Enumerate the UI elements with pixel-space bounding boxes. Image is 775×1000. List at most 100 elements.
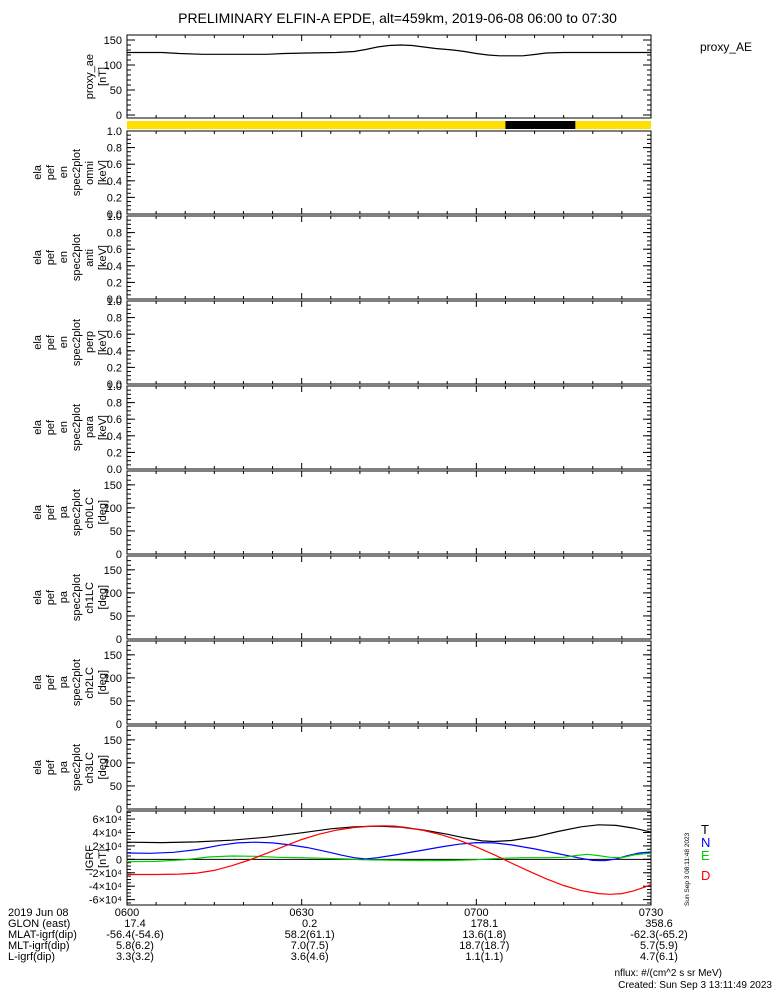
ephemeris-cell: 13.6(1.8) bbox=[462, 929, 507, 941]
y-tick-label: 0.8 bbox=[107, 313, 122, 325]
panel-label-line: pef bbox=[45, 589, 57, 606]
ephemeris-cell: 0630 bbox=[289, 907, 314, 919]
panel-label-line: pa bbox=[58, 761, 70, 774]
y-tick-label: 1.0 bbox=[107, 211, 122, 223]
panel-label-line: ela bbox=[32, 760, 44, 775]
panel-label-line: pef bbox=[45, 759, 57, 776]
proxy-ae-series-label: proxy_AE bbox=[700, 40, 753, 54]
y-tick-label: 6×10⁴ bbox=[92, 814, 122, 826]
panel-label-line: para bbox=[84, 416, 96, 439]
panel-frame bbox=[126, 34, 652, 119]
ephemeris-cell: -56.4(-54.6) bbox=[106, 929, 164, 941]
y-tick-label: -6×10⁴ bbox=[89, 895, 122, 907]
ephemeris-cell: 358.6 bbox=[645, 918, 673, 930]
panel-label-line: [nT] bbox=[97, 67, 109, 86]
y-tick-label: 0.6 bbox=[107, 414, 122, 426]
panel-label-line: [nT] bbox=[97, 848, 109, 868]
y-tick-label: 150 bbox=[104, 35, 122, 47]
panel-label-line: en bbox=[58, 336, 70, 349]
panel-para: 0.0 0.2 0.4 0.6 0.8 1.0 bbox=[107, 381, 652, 476]
y-tick-label: 0 bbox=[116, 634, 122, 646]
y-tick-label: 0.8 bbox=[107, 398, 122, 410]
panel-label-line: en bbox=[58, 421, 70, 434]
panel-label-line: pef bbox=[45, 674, 57, 691]
y-tick-label: 2×10⁴ bbox=[92, 841, 122, 853]
panel-omni: 0.0 0.2 0.4 0.6 0.8 1.0 bbox=[107, 126, 652, 221]
y-tick-label: 150 bbox=[104, 480, 122, 492]
panel-label-line: [deg] bbox=[97, 670, 109, 695]
y-tick-label: 0.2 bbox=[107, 277, 122, 289]
ephemeris-cell: 3.6(4.6) bbox=[290, 951, 329, 963]
y-tick-label: 0.0 bbox=[107, 209, 122, 221]
panel-label-line: ch2LC bbox=[84, 666, 96, 699]
panel-label-line: [keV] bbox=[97, 414, 109, 441]
ephemeris-row-label-mlt: MLT-igrf(dip) bbox=[8, 940, 70, 952]
y-tick-label: 0.8 bbox=[107, 228, 122, 240]
y-tick-label: 0.2 bbox=[107, 447, 122, 459]
series-igrf-N bbox=[126, 841, 652, 862]
panel-label-line: [deg] bbox=[97, 585, 109, 610]
ephemeris-cell: 1.1(1.1) bbox=[465, 951, 504, 963]
panel-frame bbox=[126, 300, 652, 385]
panel-label-line: IGRF bbox=[84, 844, 96, 872]
panel-label-ch2LC: ela pef pa spec2plot ch2LC [deg] bbox=[26, 641, 110, 724]
panel-frame bbox=[126, 385, 652, 470]
y-tick-label: -2×10⁴ bbox=[89, 868, 122, 880]
panel-label-line: en bbox=[58, 251, 70, 264]
legend-entry-e: E bbox=[701, 848, 710, 863]
ephemeris-cell: 58.2(61.1) bbox=[284, 929, 335, 941]
series-igrf-T bbox=[126, 824, 652, 844]
y-tick-label: 0.0 bbox=[107, 379, 122, 391]
ephemeris-cell: 4.7(6.1) bbox=[640, 951, 678, 963]
y-tick-label: 0.2 bbox=[107, 362, 122, 374]
y-tick-label: 1.0 bbox=[107, 296, 122, 308]
y-tick-label: 0 bbox=[116, 719, 122, 731]
panel-proxy_ae: 0 50 100 150 bbox=[104, 34, 652, 122]
ephemeris-cell: -62.3(-65.2) bbox=[630, 929, 688, 941]
panel-label-line: pa bbox=[58, 676, 70, 689]
y-tick-label: 0.4 bbox=[107, 261, 122, 273]
ephemeris-cell: 18.7(18.7) bbox=[459, 940, 510, 952]
panel-label-line: anti bbox=[84, 248, 96, 267]
panel-label-line: ela bbox=[32, 420, 44, 435]
panel-label-line: [keV] bbox=[97, 329, 109, 356]
y-tick-label: 50 bbox=[110, 85, 122, 97]
panel-frame bbox=[126, 725, 652, 810]
panel-label-line: pef bbox=[45, 504, 57, 521]
legend-entry-d: D bbox=[701, 868, 711, 883]
y-tick-label: 1.0 bbox=[107, 381, 122, 393]
y-tick-label: 0.0 bbox=[107, 294, 122, 306]
y-tick-label: 0.4 bbox=[107, 346, 122, 358]
ephemeris-row-label-glon: GLON (east) bbox=[8, 918, 71, 930]
y-tick-label: 0 bbox=[116, 549, 122, 561]
y-tick-label: 100 bbox=[104, 673, 122, 685]
panel-label-line: spec2plot bbox=[71, 148, 83, 197]
panel-label-line: pef bbox=[45, 419, 57, 436]
panel-ch1LC: 0 50 100 150 bbox=[104, 555, 652, 646]
panel-label-ch0LC: ela pef pa spec2plot ch0LC [deg] bbox=[26, 471, 110, 554]
panel-ch2LC: 0 50 100 150 bbox=[104, 640, 652, 731]
y-tick-label: 50 bbox=[110, 696, 122, 708]
panel-label-line: ela bbox=[32, 675, 44, 690]
ephemeris-cell: 0.2 bbox=[302, 918, 318, 930]
panel-label-line: [keV] bbox=[97, 159, 109, 186]
panel-label-perp: ela pef en spec2plot perp [keV] bbox=[26, 301, 110, 384]
panel-label-line: [deg] bbox=[97, 755, 109, 780]
y-tick-label: 4×10⁴ bbox=[92, 827, 122, 839]
y-tick-label: 0.4 bbox=[107, 176, 122, 188]
panel-label-line: ela bbox=[32, 335, 44, 350]
y-tick-label: 50 bbox=[110, 526, 122, 538]
y-tick-label: 0.6 bbox=[107, 329, 122, 341]
y-tick-label: 50 bbox=[110, 611, 122, 623]
ephemeris-cell: 17.4 bbox=[124, 918, 146, 930]
panel-label-line: perp bbox=[84, 331, 96, 354]
panel-frame bbox=[126, 470, 652, 555]
panel-frame bbox=[126, 555, 652, 640]
panel-frame bbox=[126, 130, 652, 215]
y-tick-label: 0 bbox=[116, 854, 122, 866]
panel-label-ch3LC: ela pef pa spec2plot ch3LC [deg] bbox=[26, 726, 110, 809]
panel-perp: 0.0 0.2 0.4 0.6 0.8 1.0 bbox=[107, 296, 652, 391]
availability-segment bbox=[505, 121, 576, 129]
